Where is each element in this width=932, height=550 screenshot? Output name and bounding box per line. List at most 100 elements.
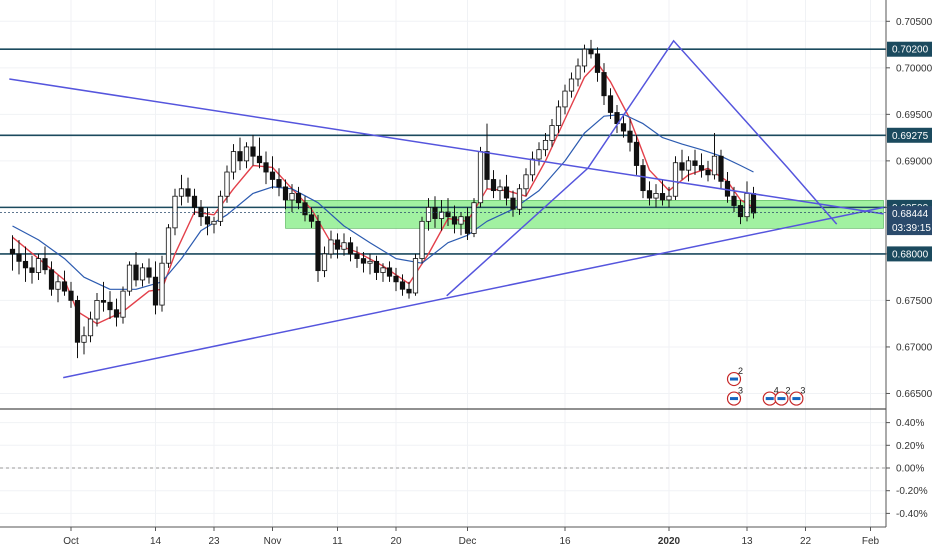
candle-body	[529, 158, 536, 176]
event-flag-stripe	[792, 397, 801, 401]
trendline-1[interactable]	[9, 78, 884, 215]
candle-body	[42, 258, 48, 271]
candle	[302, 196, 308, 222]
candle-body	[172, 195, 178, 229]
candle-body	[139, 267, 146, 281]
candle-body	[341, 242, 347, 250]
candle	[679, 149, 685, 180]
candle-body	[633, 141, 640, 166]
candle	[289, 184, 295, 213]
candle	[35, 253, 42, 280]
plot-background	[0, 0, 886, 527]
economic-event-marker[interactable]: 2	[726, 366, 744, 387]
candle-body	[211, 220, 217, 225]
candle-body	[380, 267, 386, 273]
candle-body	[133, 264, 139, 281]
candle-body	[406, 288, 412, 294]
indicator-tick-label: 0.40%	[896, 418, 924, 429]
support-zone	[285, 200, 884, 229]
candle-body	[107, 301, 113, 311]
candle	[126, 261, 133, 296]
economic-event-marker[interactable]: 2	[774, 386, 791, 406]
candle-body	[744, 193, 750, 218]
candle-body	[224, 171, 230, 197]
candle	[386, 261, 393, 282]
candle	[178, 174, 185, 206]
candle	[633, 134, 640, 175]
candle-body	[68, 290, 74, 301]
candle-body	[256, 155, 263, 164]
candle-body	[627, 130, 633, 143]
candle-body	[81, 335, 87, 343]
candle-body	[640, 165, 646, 192]
time-tick-label: 13	[741, 536, 753, 547]
indicator-axis[interactable]: 0.40% 0.20% 0.00% -0.20% -0.40%	[886, 418, 928, 520]
candle	[594, 47, 601, 82]
candle-body	[113, 309, 120, 318]
time-tick-label: 2020	[658, 536, 681, 547]
candle	[347, 237, 354, 262]
candle	[29, 255, 35, 284]
current-price-label: 0.68444	[892, 209, 929, 220]
candle-body	[718, 155, 724, 182]
candle-body	[438, 211, 445, 219]
candle	[276, 168, 282, 197]
candle-body	[295, 193, 302, 204]
candle	[113, 298, 120, 327]
candle-body	[22, 260, 29, 269]
candle-body	[568, 78, 575, 92]
candle-body	[601, 72, 607, 97]
time-axis[interactable]: Oct 14 23 Nov 11 20 Dec 16 2020 13 22 Feb	[63, 527, 880, 547]
current-price-label-bg	[887, 206, 932, 222]
candle	[204, 207, 211, 236]
price-tick-label: 0.67000	[896, 342, 932, 353]
trendline-3[interactable]	[446, 39, 838, 297]
candle-body	[191, 195, 198, 208]
time-tick-label: 14	[150, 536, 162, 547]
candle-body	[230, 151, 237, 173]
candle	[334, 233, 341, 259]
candle-body	[659, 193, 666, 201]
candle	[74, 295, 81, 359]
event-markers[interactable]: 23 4 2 3	[726, 366, 806, 406]
candle	[269, 156, 276, 189]
candle	[22, 246, 29, 282]
trendline-2[interactable]	[63, 206, 884, 379]
candle-body	[555, 106, 562, 126]
candle-body	[484, 151, 490, 180]
candle-body	[360, 258, 367, 264]
candle-body	[711, 155, 718, 176]
candle-body	[48, 269, 55, 290]
candle	[555, 100, 562, 133]
candle-body	[666, 195, 672, 201]
economic-event-marker[interactable]: 3	[726, 386, 744, 406]
time-tick-label: Nov	[264, 536, 282, 547]
candle-body	[29, 267, 35, 273]
candle-body	[276, 179, 282, 188]
candle-body	[458, 216, 464, 225]
candle	[367, 253, 373, 275]
candle	[672, 156, 679, 200]
level-price-label-bg	[887, 246, 932, 262]
candle-body	[178, 188, 185, 197]
candle	[549, 118, 555, 147]
candle	[243, 142, 250, 169]
candle-body	[308, 214, 315, 222]
level-price-label-bg	[887, 127, 932, 143]
event-count-label: 2	[785, 386, 790, 396]
price-labels: 0.702000.692750.685000.680000.6844403:39…	[0, 41, 932, 262]
candle	[107, 291, 113, 320]
candle-body	[653, 193, 659, 199]
trendlines[interactable]	[9, 39, 884, 379]
candle	[42, 246, 48, 275]
candle	[328, 230, 334, 259]
candle	[588, 39, 594, 59]
candle	[211, 216, 217, 234]
candle-body	[328, 239, 334, 255]
economic-event-marker[interactable]: 3	[789, 386, 806, 406]
candle-body	[536, 149, 542, 160]
candle-body	[16, 253, 22, 262]
candle	[360, 252, 367, 273]
time-tick-label: Feb	[862, 536, 880, 547]
